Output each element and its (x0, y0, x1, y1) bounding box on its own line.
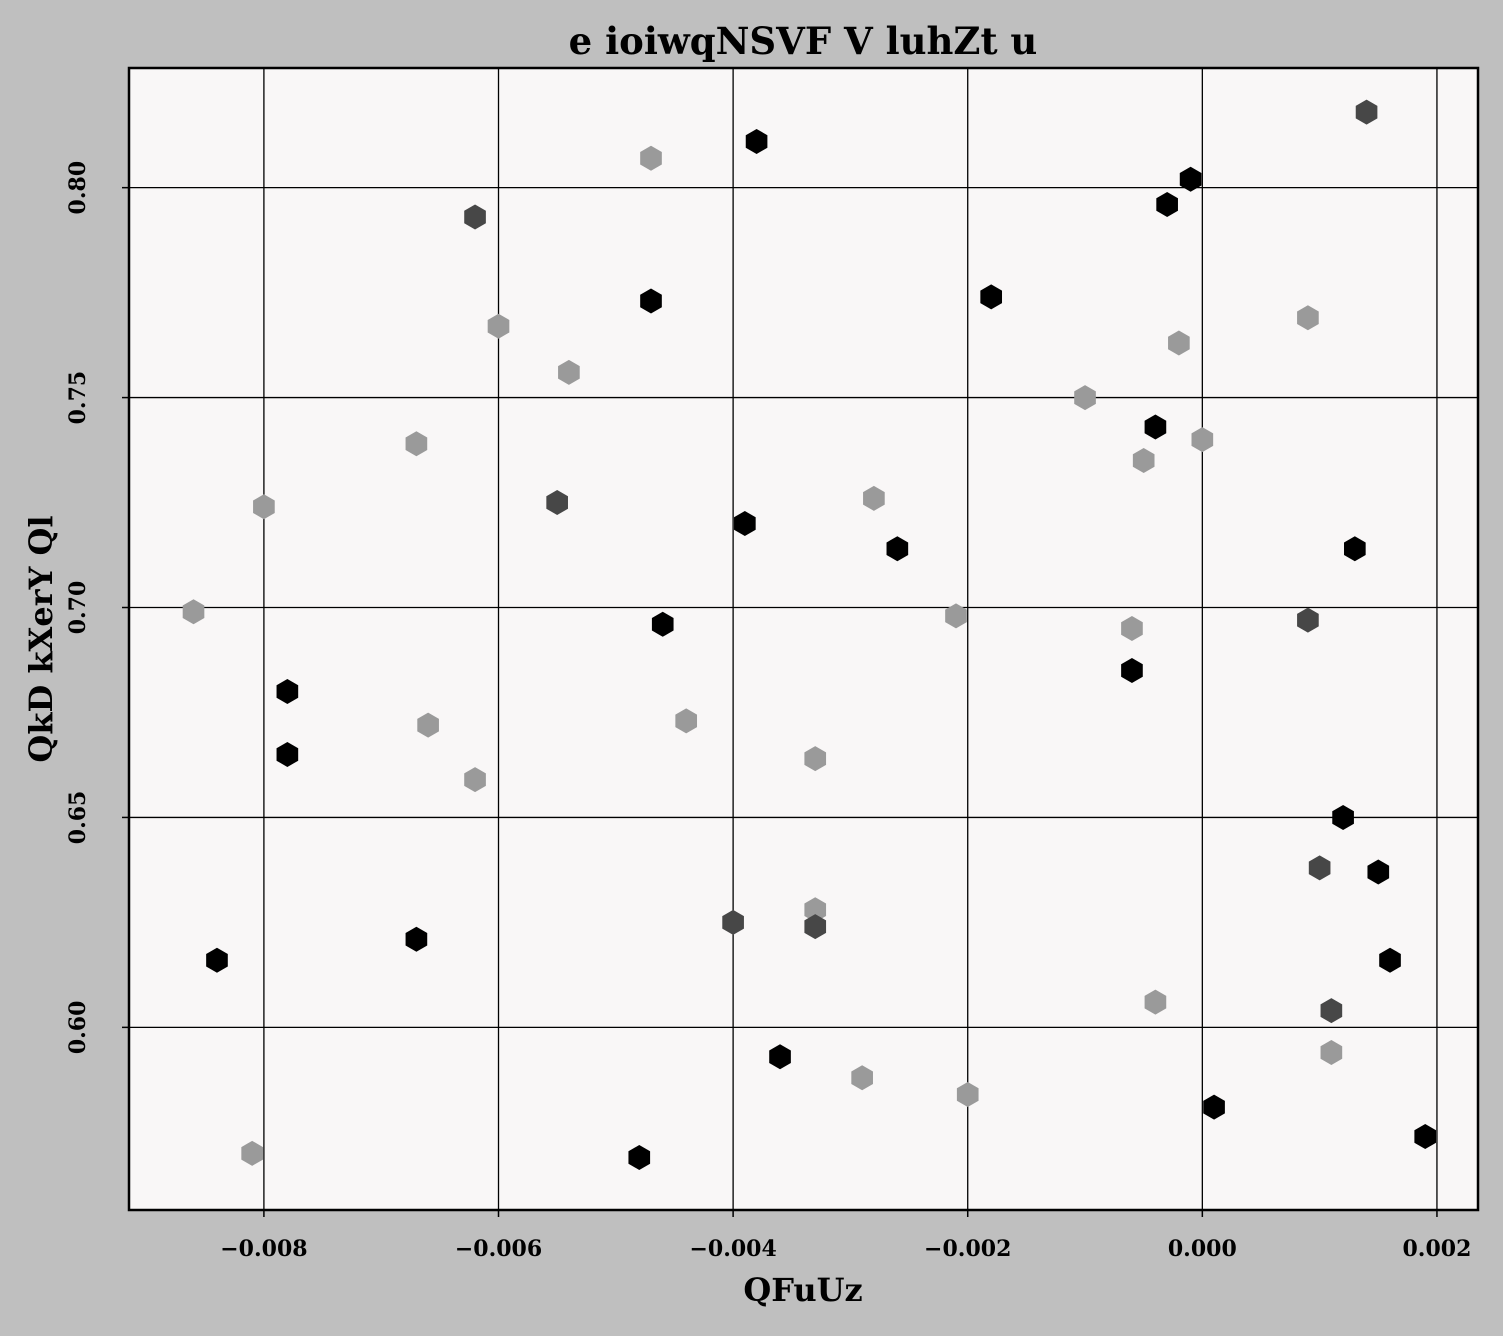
scatter-point (722, 909, 744, 935)
scatter-point (804, 897, 827, 923)
scatter-point (464, 767, 486, 793)
scatter-point (487, 313, 510, 339)
y-tick-label: 0.75 (65, 371, 91, 425)
y-tick-label: 0.65 (65, 791, 91, 845)
y-tick-label: 0.60 (65, 1001, 91, 1055)
scatter-point (1344, 536, 1366, 562)
scatter-point (1379, 947, 1401, 973)
scatter-point (1179, 166, 1202, 192)
scatter-point (464, 204, 486, 230)
scatter-point (734, 511, 756, 537)
scatter-point (640, 145, 662, 171)
scatter-point (863, 485, 885, 511)
scatter-point (1121, 616, 1143, 641)
scatter-point (640, 288, 662, 314)
scatter-point (745, 128, 768, 154)
x-tick-label: −0.008 (220, 1236, 307, 1262)
scatter-point (182, 599, 205, 625)
scatter-point (1297, 607, 1319, 633)
scatter-point (546, 490, 568, 516)
y-axis-label: QkD kXerY Ql (22, 515, 60, 762)
scatter-point (1332, 804, 1354, 830)
scatter-point (1156, 191, 1178, 217)
plot-frame (127, 66, 1480, 1212)
scatter-point (804, 746, 827, 772)
scatter-point (241, 1140, 263, 1166)
scatter-point (675, 708, 698, 734)
scatter-point (945, 603, 967, 629)
scatter-point (253, 494, 275, 520)
scatter-point (1191, 427, 1214, 453)
scatter-point (405, 431, 428, 457)
scatter-point (804, 914, 827, 940)
x-ticks: −0.008 −0.006 −0.004 −0.002 0.000 0.002 (220, 1210, 1471, 1262)
plot-area (129, 68, 1478, 1210)
y-tick-label: 0.70 (65, 581, 91, 635)
x-tick-label: −0.002 (924, 1236, 1011, 1262)
scatter-point (405, 926, 428, 952)
scatter-point (1320, 1040, 1343, 1066)
scatter-point (769, 1044, 791, 1070)
scatter-point (1355, 99, 1378, 125)
scatter-point (1308, 855, 1331, 881)
scatter-point (417, 712, 439, 738)
scatter-point (1414, 1124, 1437, 1150)
scatter-point (1367, 859, 1390, 885)
scatter-point (886, 536, 909, 562)
chart-title: e ioiwqNSVF V luhZt u (569, 19, 1038, 63)
scatter-point (206, 947, 228, 973)
scatter-point (1121, 657, 1143, 683)
x-tick-label: 0.002 (1402, 1236, 1471, 1262)
scatter-point (276, 678, 299, 704)
y-ticks: 0.60 0.65 0.70 0.75 0.80 (65, 161, 129, 1054)
scatter-point (1144, 989, 1167, 1015)
scatter-point (1132, 448, 1155, 474)
scatter-point (1074, 385, 1096, 411)
scatter-point (1203, 1094, 1225, 1120)
x-tick-label: −0.004 (689, 1236, 776, 1262)
data-points (182, 99, 1437, 1171)
scatter-point (1297, 305, 1319, 331)
scatter-point (1168, 330, 1190, 356)
scatter-point (980, 284, 1003, 310)
scatter-point (1320, 998, 1343, 1024)
scatter-point (851, 1065, 873, 1091)
x-tick-label: 0.000 (1168, 1236, 1237, 1262)
scatter-point (558, 359, 580, 385)
scatter-point (956, 1082, 979, 1108)
x-tick-label: −0.006 (455, 1236, 542, 1262)
scatter-point (276, 741, 299, 767)
y-tick-label: 0.80 (65, 161, 91, 215)
grid-lines (129, 68, 1478, 1210)
x-axis-label: QFuUz (743, 1271, 862, 1309)
scatter-point (651, 611, 674, 637)
scatter-point (628, 1145, 651, 1171)
scatter-point (1144, 414, 1167, 440)
